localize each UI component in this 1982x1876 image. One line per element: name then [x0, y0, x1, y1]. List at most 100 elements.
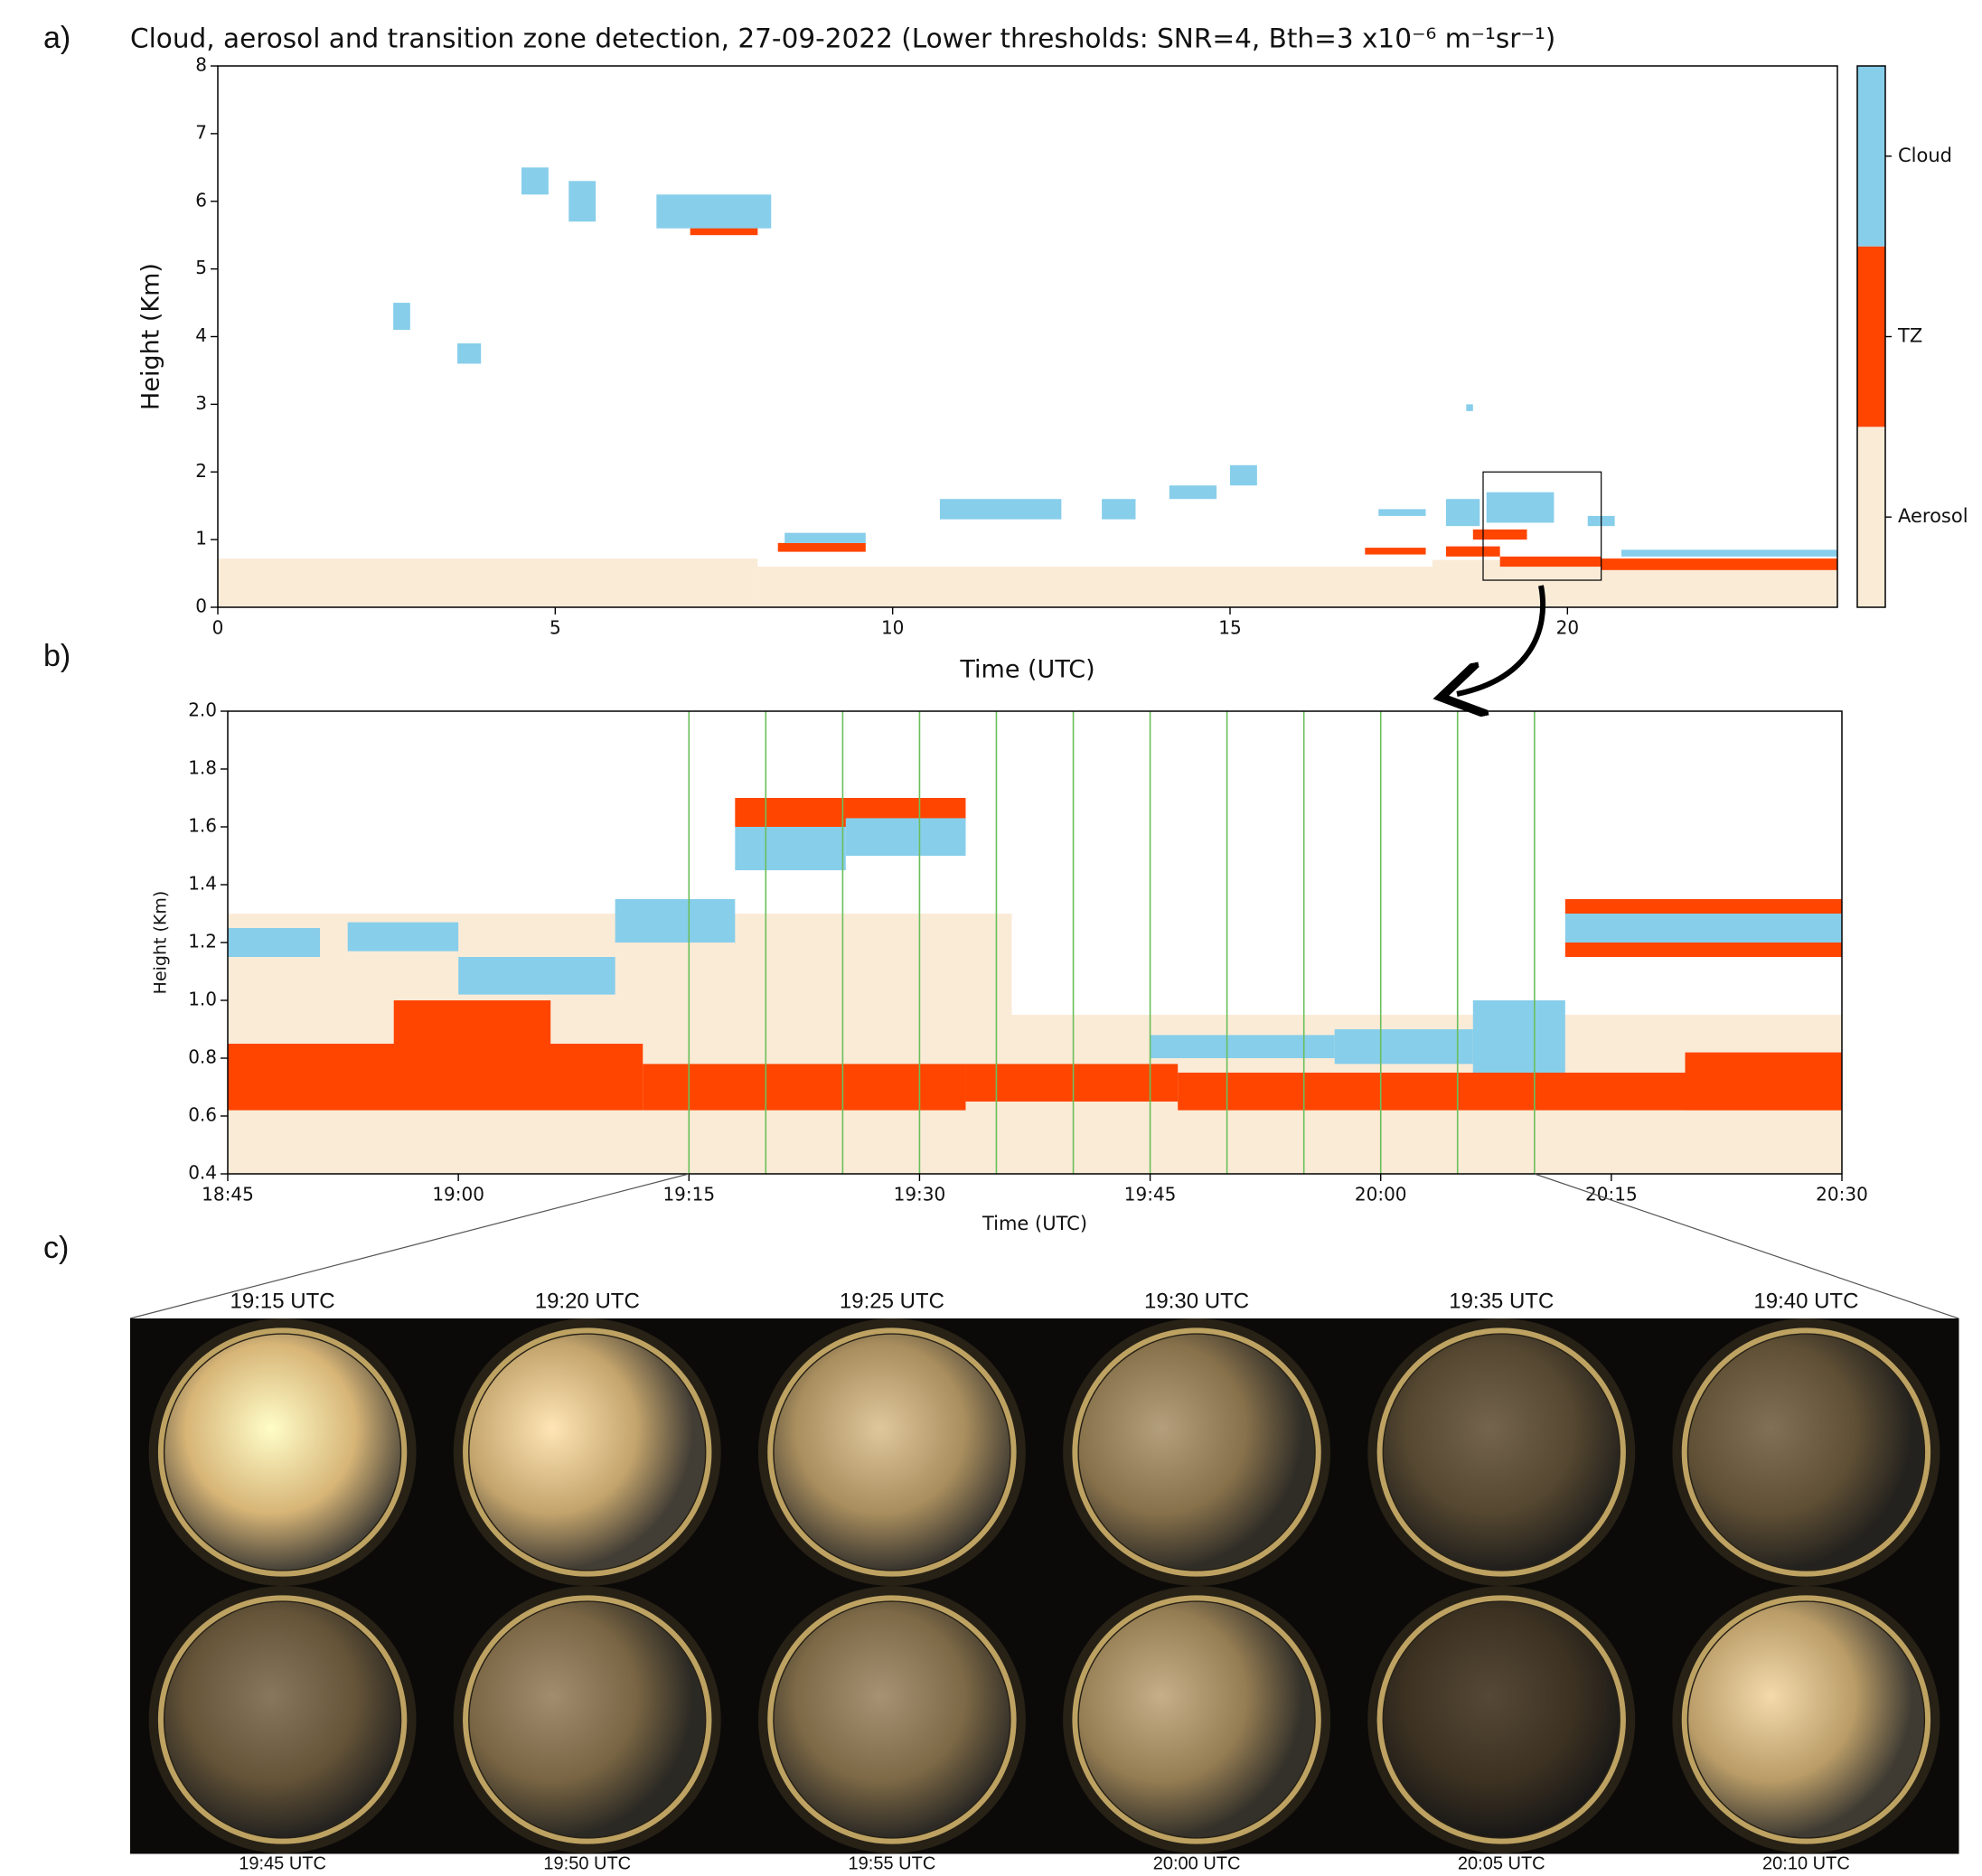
sky-image: [1349, 1318, 1655, 1587]
x-tick-label: 19:45: [1124, 1184, 1177, 1205]
panel-label: a): [43, 21, 70, 55]
class-region: [846, 818, 966, 856]
x-tick-label: 18:45: [202, 1184, 254, 1205]
y-axis-label: Height (Km): [151, 891, 171, 995]
y-tick-label: 6: [195, 189, 207, 211]
class-region: [1151, 1035, 1335, 1058]
sky-dome: [1079, 1335, 1314, 1570]
sky-image: [1654, 1318, 1959, 1587]
class-region: [1602, 558, 1837, 570]
class-region: [1378, 509, 1425, 515]
y-tick-label: 2.0: [188, 699, 217, 721]
plot-area: [218, 167, 1837, 607]
class-region: [656, 194, 771, 228]
class-region: [1565, 899, 1842, 914]
x-tick-label: 20:00: [1355, 1184, 1407, 1205]
sky-dome: [1079, 1602, 1314, 1837]
x-tick-label: 19:00: [432, 1184, 484, 1205]
class-region: [778, 543, 866, 552]
sky-time-label: 19:40 UTC: [1753, 1289, 1858, 1313]
class-region: [940, 499, 1061, 519]
sky-time-label: 20:10 UTC: [1762, 1853, 1850, 1873]
y-tick-label: 0.4: [188, 1162, 217, 1184]
sky-dome: [470, 1602, 705, 1837]
sky-time-label: 19:45 UTC: [239, 1853, 326, 1873]
y-tick-label: 7: [195, 121, 207, 143]
class-region: [228, 1044, 643, 1111]
class-region: [228, 928, 320, 957]
class-region: [1335, 1029, 1473, 1064]
sky-dome: [1688, 1602, 1923, 1837]
sky-time-label: 19:20 UTC: [535, 1289, 640, 1313]
y-tick-label: 0: [195, 596, 207, 617]
y-tick-label: 3: [195, 392, 207, 414]
sky-dome: [775, 1602, 1010, 1837]
x-tick-label: 20: [1556, 617, 1579, 639]
sky-time-label: 19:35 UTC: [1449, 1289, 1554, 1313]
class-region: [1230, 465, 1257, 485]
y-tick-label: 5: [195, 257, 207, 278]
class-region: [1169, 485, 1216, 499]
x-tick-label: 5: [550, 617, 561, 639]
y-tick-label: 4: [195, 324, 207, 346]
y-tick-label: 1.4: [188, 873, 217, 895]
class-region: [757, 567, 1432, 607]
y-tick-label: 1.6: [188, 815, 217, 837]
x-tick-label: 20:30: [1816, 1184, 1868, 1205]
class-region: [1500, 557, 1602, 567]
class-region: [568, 181, 596, 221]
sky-time-label: 19:30 UTC: [1144, 1289, 1249, 1313]
sky-dome: [1688, 1335, 1923, 1570]
sky-time-label: 19:50 UTC: [543, 1853, 631, 1873]
y-tick-label: 8: [195, 54, 207, 76]
sky-image: [435, 1586, 740, 1854]
panel-label: b): [43, 639, 70, 673]
x-tick-label: 0: [212, 617, 224, 639]
class-region: [1487, 492, 1555, 523]
y-axis-label: Height (Km): [137, 263, 165, 410]
class-region: [218, 558, 757, 607]
x-tick-label: 19:30: [894, 1184, 946, 1205]
sky-dome: [775, 1335, 1010, 1570]
sky-dome: [470, 1335, 705, 1570]
y-tick-label: 1.0: [188, 989, 217, 1010]
class-region: [394, 1000, 550, 1044]
sky-image: [130, 1586, 436, 1854]
sky-image: [435, 1318, 740, 1587]
y-tick-label: 1.2: [188, 931, 217, 952]
class-region: [458, 957, 615, 995]
sky-time-label: 19:25 UTC: [840, 1289, 944, 1313]
class-region: [784, 533, 866, 543]
sky-image: [739, 1586, 1045, 1854]
class-region: [1446, 499, 1479, 526]
class-region: [1565, 914, 1842, 943]
class-region: [1473, 530, 1527, 539]
class-region: [643, 1064, 965, 1110]
sky-dome: [164, 1602, 399, 1837]
class-region: [735, 827, 845, 870]
sky-time-label: 19:55 UTC: [849, 1853, 936, 1873]
class-region: [348, 923, 458, 952]
class-region: [1365, 548, 1425, 554]
sky-dome: [1384, 1602, 1619, 1837]
legend-label: Cloud: [1898, 145, 1952, 166]
sky-image: [1654, 1586, 1959, 1854]
legend-swatch: [1857, 66, 1885, 247]
sky-image: [1045, 1586, 1350, 1854]
sky-time-label: 20:05 UTC: [1458, 1853, 1545, 1873]
class-region: [393, 303, 410, 330]
sky-image: [739, 1318, 1045, 1587]
class-region: [1466, 404, 1472, 410]
class-region: [1473, 1000, 1565, 1073]
connector: [1535, 1174, 1959, 1318]
y-tick-label: 0.8: [188, 1046, 217, 1068]
chart-title: Cloud, aerosol and transition zone detec…: [130, 23, 1555, 54]
x-tick-label: 19:15: [662, 1184, 715, 1205]
sky-dome: [164, 1335, 399, 1570]
sky-image: [130, 1318, 436, 1587]
x-axis-label: Time (UTC): [982, 1213, 1087, 1234]
y-tick-label: 1: [195, 528, 207, 549]
x-axis-label: Time (UTC): [959, 656, 1094, 684]
figure: a) b) c) 05101520012345678Time (UTC)Heig…: [0, 0, 1982, 1876]
sky-time-label: 20:00 UTC: [1153, 1853, 1241, 1873]
